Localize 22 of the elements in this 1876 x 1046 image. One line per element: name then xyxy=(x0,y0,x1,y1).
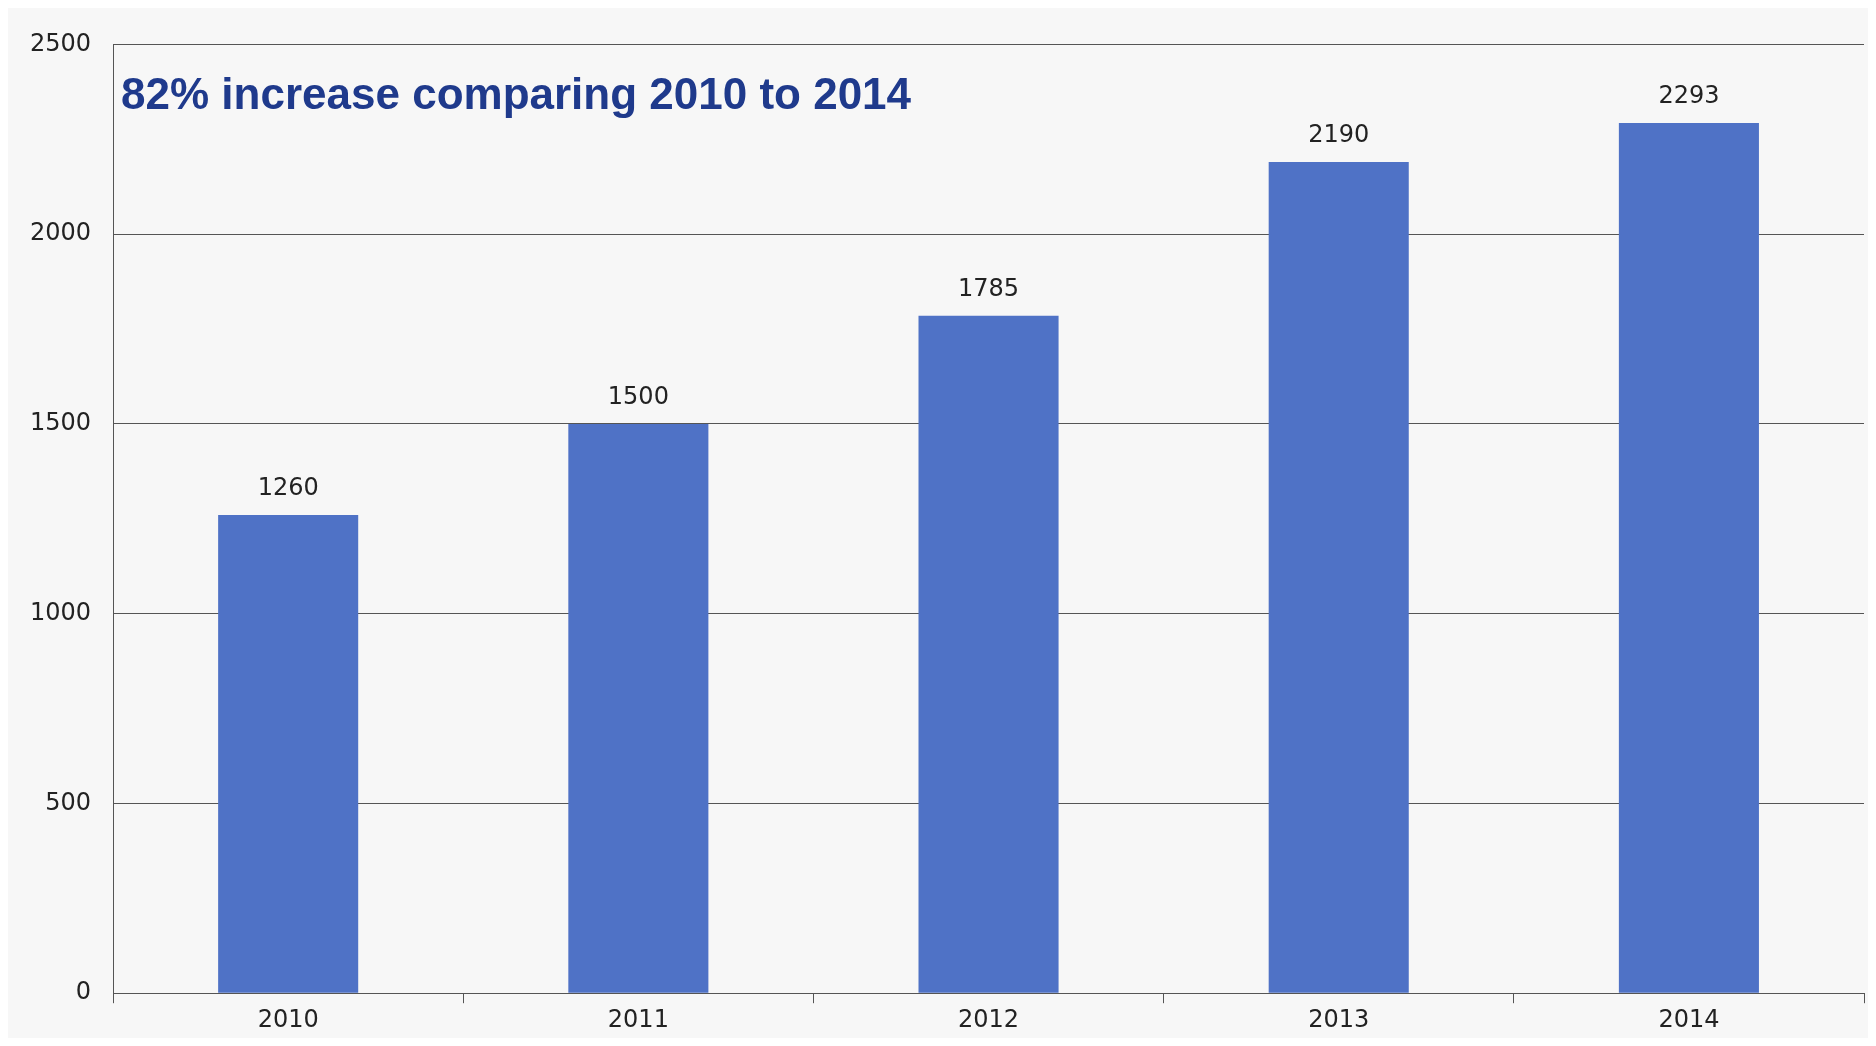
x-tick-label: 2013 xyxy=(1308,1004,1370,1033)
data-label: 1500 xyxy=(607,382,669,411)
data-label: 1785 xyxy=(958,273,1020,302)
x-tick-label: 2014 xyxy=(1658,1004,1720,1033)
bar xyxy=(918,315,1059,993)
y-tick-label: 2000 xyxy=(30,218,92,247)
bar xyxy=(1268,162,1409,993)
text: 82% increase comparing 2010 to 2014 xyxy=(121,68,912,118)
bar xyxy=(218,515,359,993)
y-tick-label: 500 xyxy=(45,787,92,816)
y-tick-label: 1000 xyxy=(30,597,92,626)
data-label: 1260 xyxy=(257,473,319,502)
x-tick-label: 2010 xyxy=(257,1004,319,1033)
x-tick-label: 2011 xyxy=(607,1004,669,1033)
y-tick-label: 1500 xyxy=(30,408,92,437)
data-label: 2190 xyxy=(1308,120,1370,149)
bar xyxy=(1618,122,1759,993)
bar xyxy=(568,423,709,993)
x-tick-label: 2012 xyxy=(958,1004,1020,1033)
y-tick-label: 0 xyxy=(75,977,92,1006)
data-label: 2293 xyxy=(1658,81,1720,110)
y-tick-label: 2500 xyxy=(30,28,92,57)
